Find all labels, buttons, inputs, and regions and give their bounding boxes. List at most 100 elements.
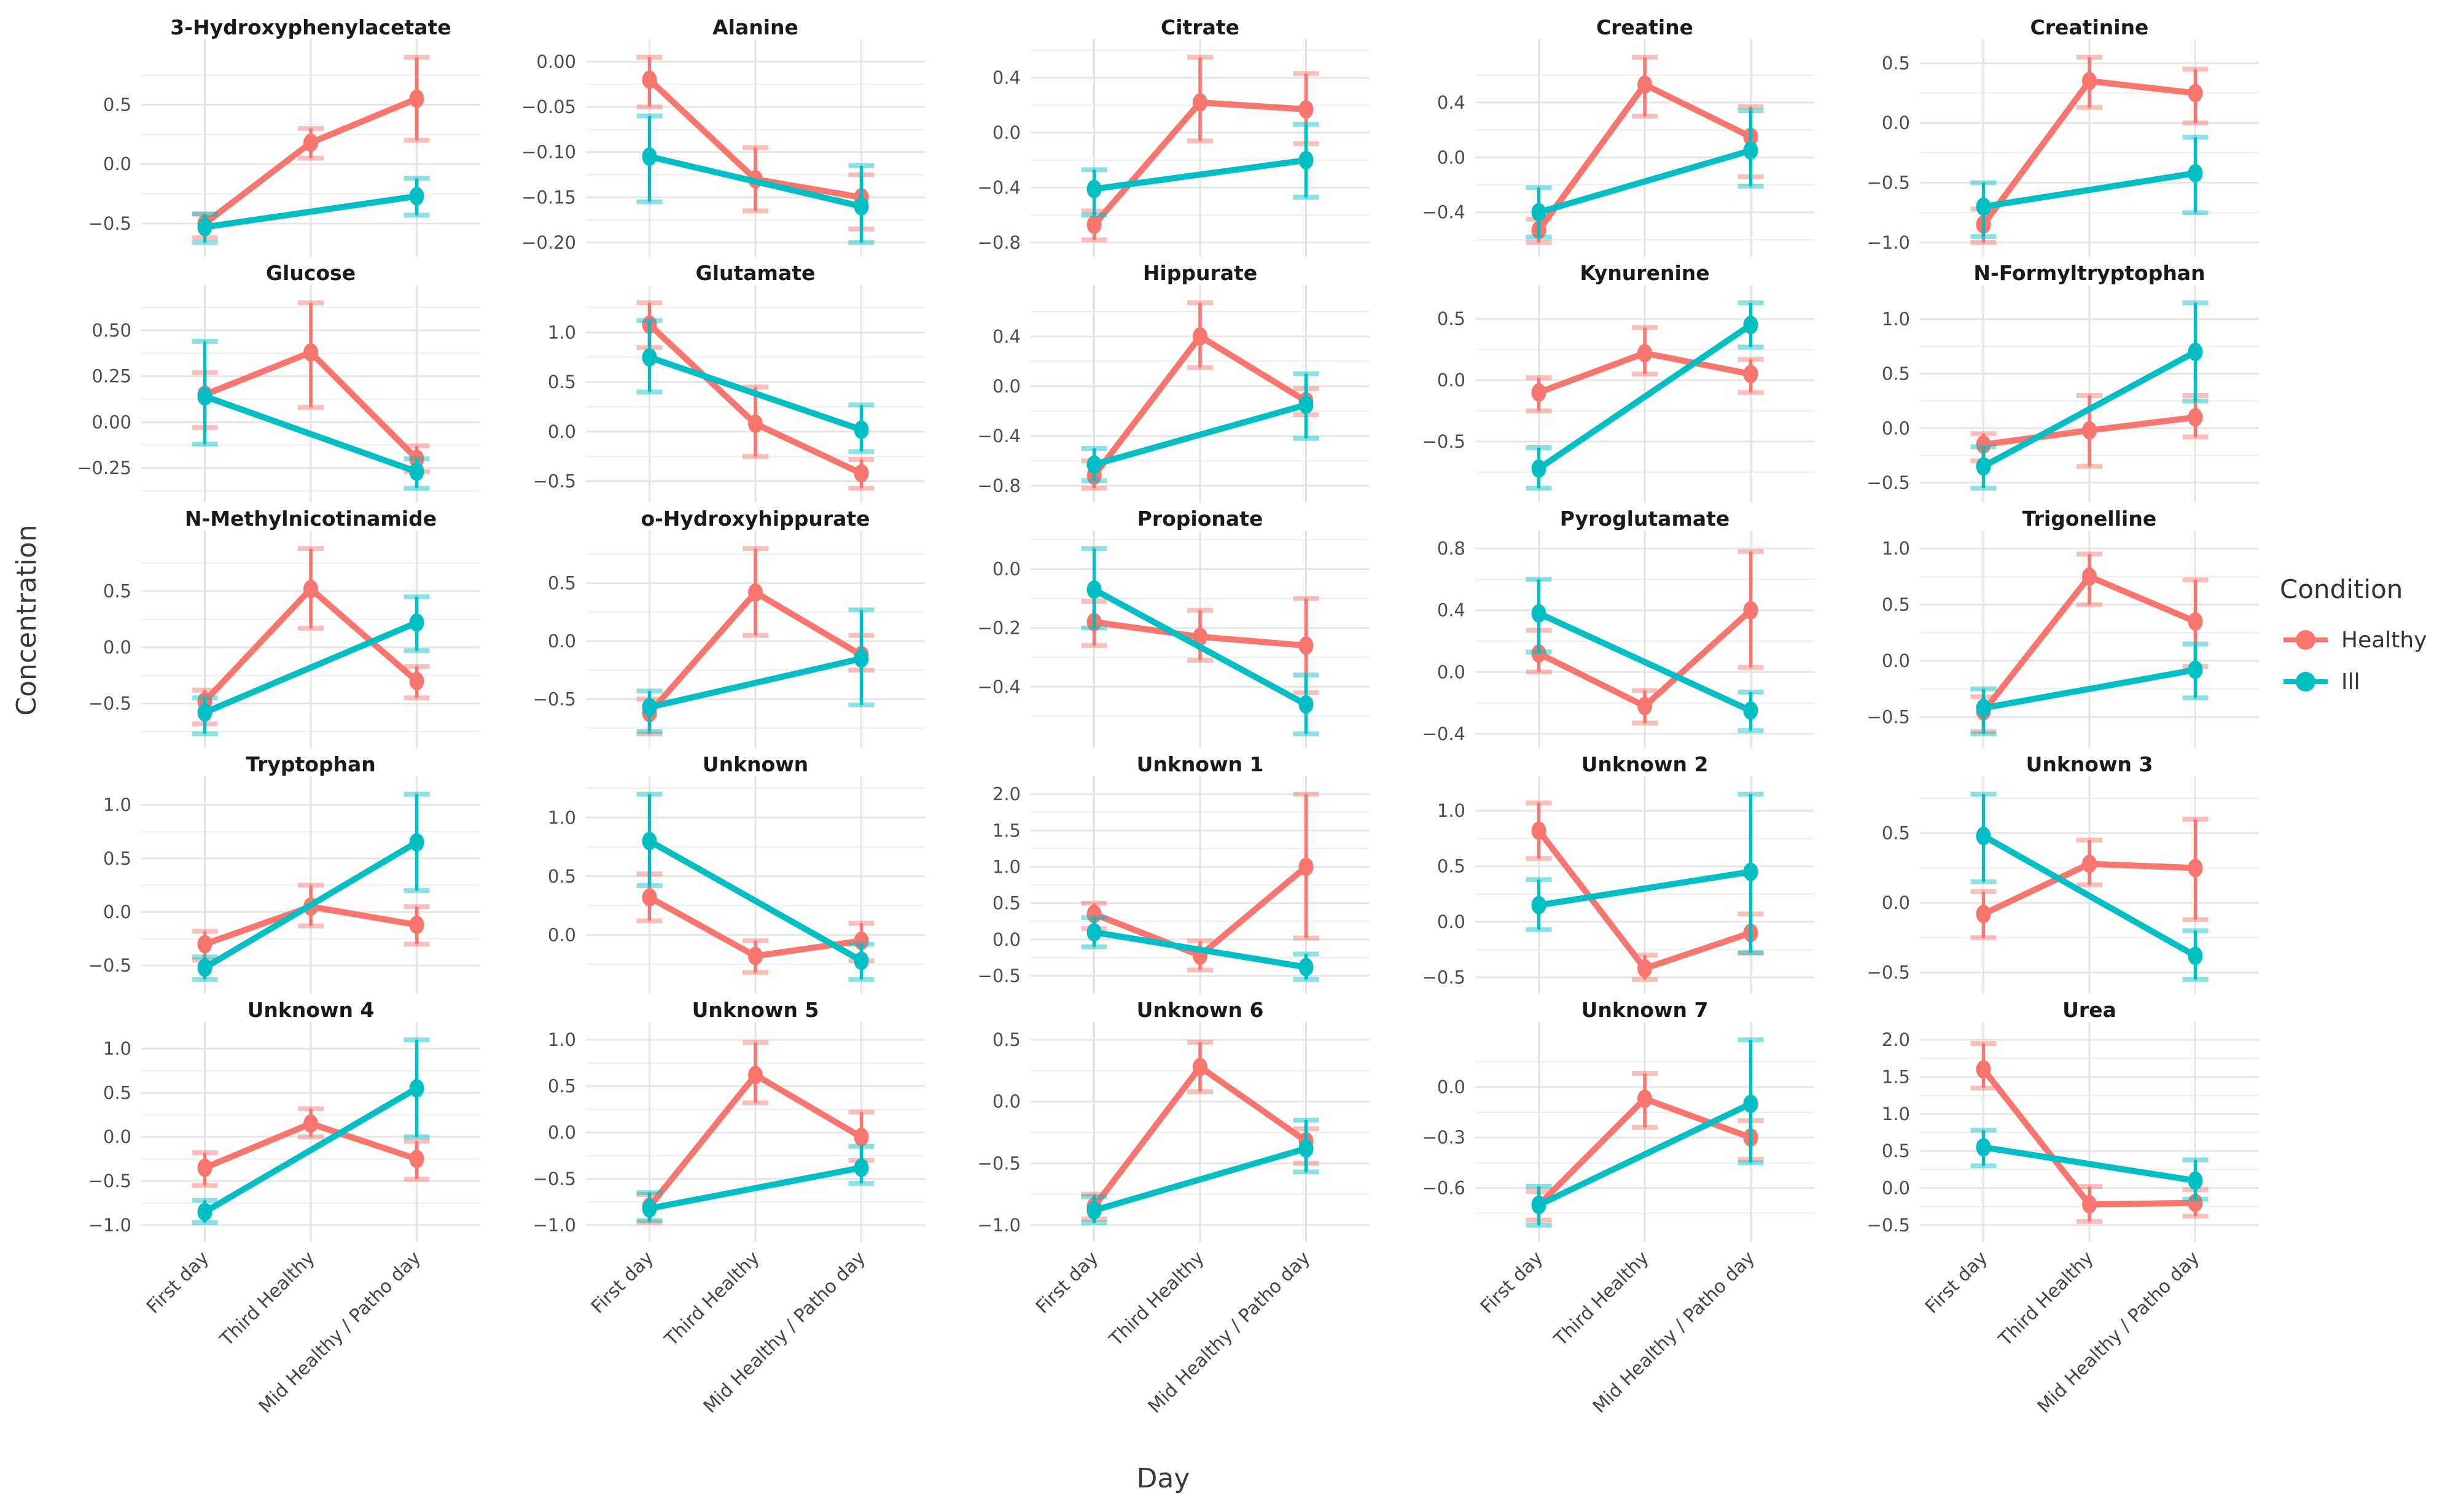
data-point	[1298, 100, 1314, 119]
data-point	[1086, 905, 1102, 924]
data-point	[2188, 946, 2203, 965]
y-tick-labels: 1.0 0.5 0.0 −0.5 −1.0	[533, 1029, 576, 1236]
data-point	[2188, 84, 2203, 103]
svg-text:Third Healthy: Third Healthy	[1994, 1247, 2098, 1351]
svg-text:0.5: 0.5	[1437, 308, 1465, 329]
panel-title: Trigonelline	[2022, 507, 2156, 531]
svg-text:0.0: 0.0	[1437, 1077, 1465, 1097]
svg-text:−0.4: −0.4	[978, 177, 1021, 198]
y-tick-labels: 0.00 −0.05 −0.10 −0.15 −0.20	[521, 51, 576, 252]
data-point	[1743, 862, 1758, 881]
svg-text:1.0: 1.0	[1437, 800, 1465, 821]
svg-text:0.0: 0.0	[1882, 418, 1910, 438]
svg-text:0.5: 0.5	[1882, 1140, 1910, 1161]
panel-title: Unknown 4	[248, 998, 375, 1022]
series-line	[646, 838, 865, 964]
svg-text:0.0: 0.0	[1882, 892, 1910, 913]
data-point	[854, 197, 869, 216]
svg-text:First day: First day	[142, 1247, 213, 1318]
panel-title: Kynurenine	[1580, 261, 1709, 285]
svg-text:−0.3: −0.3	[1422, 1127, 1465, 1148]
svg-text:1.0: 1.0	[1882, 1104, 1910, 1124]
svg-text:0.0: 0.0	[1882, 112, 1910, 133]
data-point	[409, 1079, 424, 1098]
svg-text:1.0: 1.0	[548, 322, 576, 343]
data-point	[1743, 601, 1758, 620]
series-ill	[1526, 300, 1764, 491]
series-line	[1091, 1145, 1309, 1214]
panel-title: Glutamate	[696, 261, 816, 285]
svg-text:Third Healthy: Third Healthy	[1550, 1247, 1653, 1351]
svg-text:−0.6: −0.6	[1422, 1178, 1465, 1199]
series-line	[1091, 929, 1309, 970]
data-point	[1976, 1060, 1991, 1079]
series-healthy	[1970, 393, 2209, 469]
svg-text:0.5: 0.5	[992, 893, 1021, 914]
panel-title: Unknown 7	[1581, 998, 1709, 1022]
data-point	[197, 958, 213, 977]
panel-unknown-1: 2.0 1.5 1.0 0.5 0.0 −0.5 Unknown 1	[978, 752, 1370, 994]
series-line	[1980, 1144, 2199, 1184]
svg-text:−0.05: −0.05	[521, 96, 576, 117]
svg-text:1.5: 1.5	[1882, 1066, 1910, 1087]
panel-pyroglutamate: 0.8 0.4 0.0 −0.4 Pyroglutamate	[1422, 507, 1814, 748]
svg-text:0.5: 0.5	[1882, 363, 1910, 384]
svg-text:0.5: 0.5	[548, 866, 576, 887]
svg-text:1.0: 1.0	[1882, 538, 1910, 559]
data-point	[1976, 827, 1991, 846]
series-ill	[636, 792, 875, 982]
svg-text:0.5: 0.5	[103, 848, 131, 869]
data-point	[2188, 612, 2203, 631]
legend-item-label: Healthy	[2341, 627, 2427, 653]
panels-grid: 0.5 0.0 −0.5 3-Hydroxyphenylacetate 0.00 −0.0…	[52, 11, 2275, 1448]
data-point	[642, 348, 657, 367]
svg-text:0.5: 0.5	[103, 94, 131, 115]
y-tick-labels: 0.5 0.0 −0.5	[533, 573, 576, 710]
data-point	[409, 89, 424, 108]
data-point	[1086, 1201, 1102, 1220]
data-point	[1086, 179, 1102, 198]
svg-text:−0.5: −0.5	[1422, 431, 1465, 452]
series-ill	[1970, 1128, 2209, 1202]
data-point	[748, 946, 763, 965]
svg-text:1.0: 1.0	[1882, 309, 1910, 330]
svg-text:−0.5: −0.5	[88, 1171, 131, 1191]
data-point	[1637, 696, 1652, 715]
svg-text:0.0: 0.0	[548, 631, 576, 652]
y-tick-labels: 0.4 0.0 −0.4 −0.8	[978, 68, 1021, 253]
svg-text:0.0: 0.0	[992, 559, 1021, 580]
svg-text:Third Healthy: Third Healthy	[660, 1247, 764, 1351]
series-ill	[1526, 108, 1764, 240]
y-tick-labels: 1.0 0.5 0.0 −0.5	[1422, 800, 1465, 988]
data-point	[1086, 580, 1102, 599]
svg-text:−1.0: −1.0	[88, 1215, 131, 1236]
series-line	[201, 393, 420, 475]
svg-text:0.5: 0.5	[103, 1082, 131, 1103]
data-point	[1743, 141, 1758, 160]
data-point	[1193, 93, 1207, 112]
data-point	[1298, 1139, 1314, 1158]
data-point	[2188, 1171, 2203, 1190]
panel-title: Urea	[2062, 998, 2116, 1022]
y-tick-labels: 1.0 0.5 0.0 −0.5	[1867, 309, 1910, 493]
svg-text:0.4: 0.4	[1437, 600, 1465, 621]
data-point	[409, 187, 424, 206]
data-point	[1976, 698, 1991, 717]
series-line	[646, 655, 865, 711]
svg-text:−0.5: −0.5	[88, 693, 131, 714]
svg-text:0.8: 0.8	[1437, 538, 1465, 559]
y-tick-labels: 0.5 0.0 −0.5	[1422, 308, 1465, 452]
data-point	[303, 579, 318, 598]
data-point	[1637, 1089, 1652, 1109]
series-ill	[1970, 300, 2209, 491]
panel-title: Citrate	[1161, 15, 1239, 39]
svg-text:−1.0: −1.0	[1867, 232, 1910, 253]
svg-text:0.0: 0.0	[1437, 661, 1465, 682]
y-tick-labels: 0.4 0.0 −0.4 −0.8	[978, 326, 1021, 496]
data-point	[197, 387, 213, 406]
series-ill	[636, 607, 875, 735]
y-tick-labels: 1.0 0.5 0.0	[548, 807, 576, 945]
data-point	[2082, 854, 2097, 873]
series-line	[1980, 348, 2199, 470]
